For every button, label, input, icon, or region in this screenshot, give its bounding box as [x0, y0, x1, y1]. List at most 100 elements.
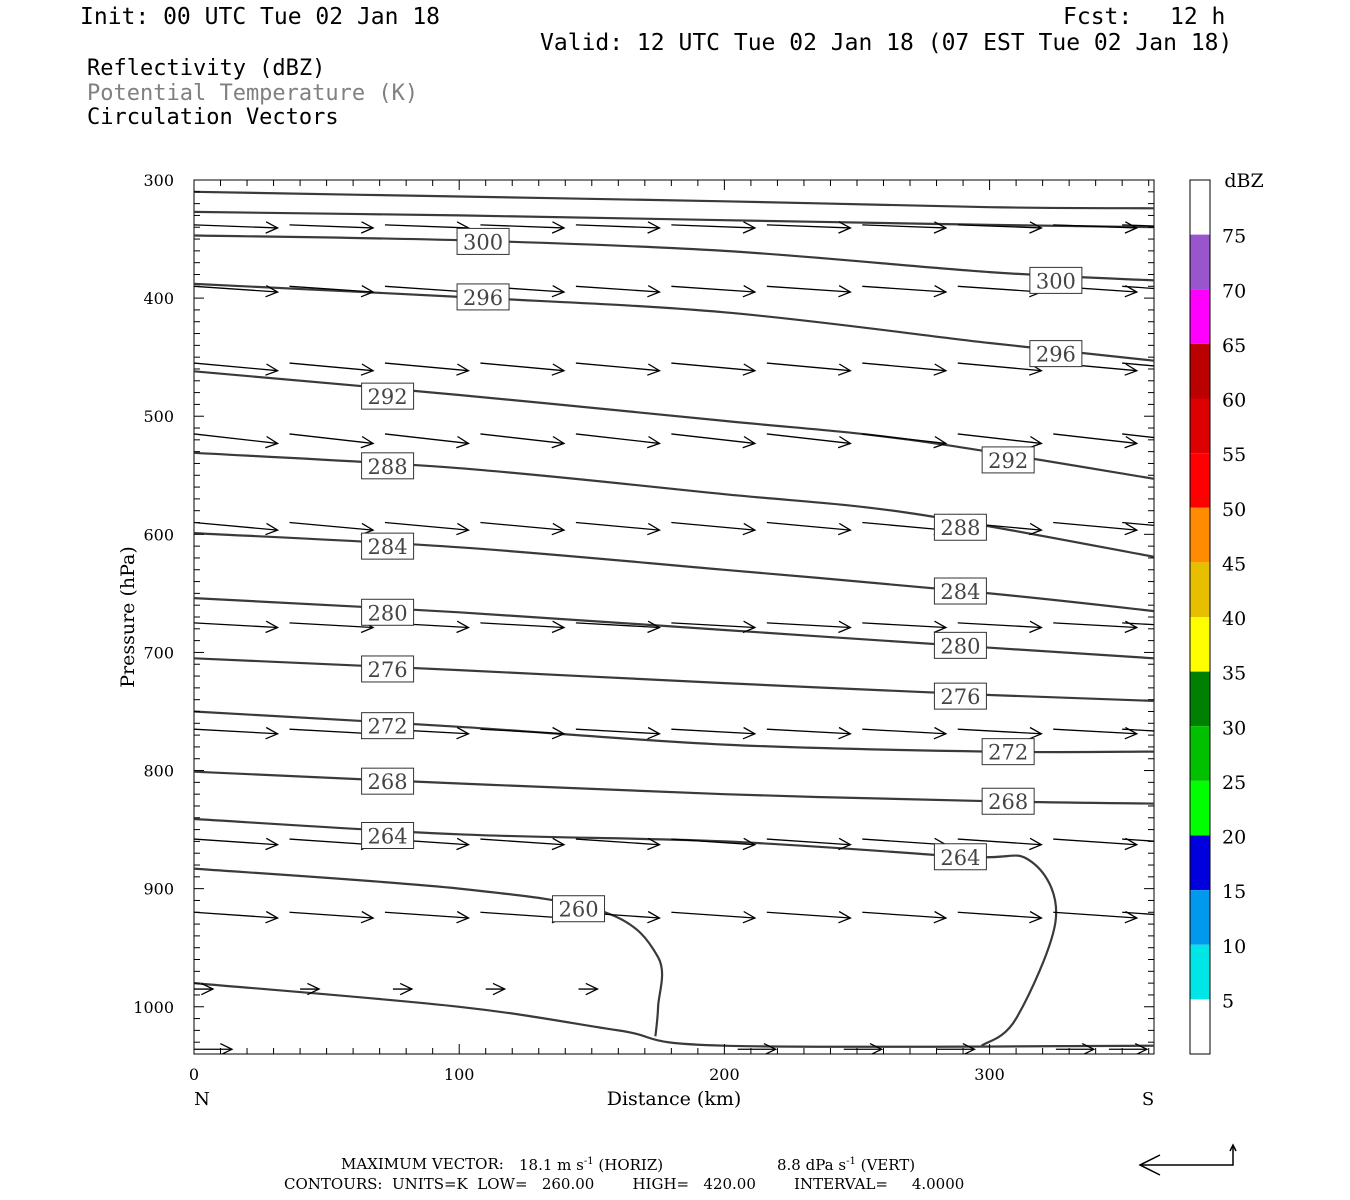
contour-label-box — [933, 577, 987, 605]
forecast-hour: 12 h — [1170, 4, 1226, 30]
theta-contour-line — [194, 210, 1154, 229]
contour-label-box — [981, 738, 1035, 766]
vector-shaft — [575, 224, 660, 229]
vector-shaft — [1122, 838, 1154, 842]
vector-head — [838, 910, 852, 924]
theta-contour-line — [194, 597, 1154, 660]
contour-label: 284 — [368, 535, 408, 559]
max-vector-horiz: 18.1 m s-1 (HORIZ) — [519, 1156, 664, 1174]
vector-head — [551, 726, 566, 740]
vector-head — [837, 363, 852, 376]
vector-shaft — [1053, 911, 1137, 919]
colorbar-level-label: 45 — [1222, 553, 1246, 575]
vector-shaft — [671, 224, 755, 229]
vector-head — [1124, 522, 1139, 536]
vector-head — [763, 1043, 778, 1054]
theta-contour-line — [194, 982, 1154, 1048]
vector-shaft — [862, 433, 946, 445]
vector-shaft — [766, 911, 851, 919]
colorbar-title: dBZ — [1224, 170, 1263, 192]
vector-head — [456, 910, 470, 924]
vector-shaft — [480, 362, 565, 372]
colorbar-level-label: 15 — [1222, 881, 1246, 903]
vector-head — [647, 726, 661, 740]
y-tick-label: 1000 — [133, 998, 174, 1017]
vector-shaft — [766, 521, 851, 531]
contour-label-box — [933, 513, 987, 541]
vector-head — [1029, 221, 1043, 234]
vector-head — [837, 522, 852, 536]
vector-head — [1028, 522, 1043, 536]
vector-head — [647, 363, 661, 376]
vector-head — [962, 1043, 976, 1054]
plot-frame — [193, 179, 1155, 1055]
contour-label-box — [361, 598, 415, 626]
vector-head — [742, 285, 757, 298]
reference-vector — [1140, 1145, 1234, 1166]
contour-label: 296 — [1036, 343, 1076, 367]
vector-shaft — [575, 521, 660, 531]
y-tick-label: 400 — [143, 289, 174, 308]
vector-shaft — [671, 911, 755, 919]
vector-shaft — [766, 224, 851, 229]
contour-label: 288 — [940, 516, 980, 540]
vector-shaft — [862, 224, 946, 229]
vector-head — [1124, 363, 1139, 376]
vector-head — [933, 726, 948, 740]
colorbar-level-label: 25 — [1222, 772, 1246, 794]
vector-shaft — [289, 362, 374, 372]
colorbar-segment — [1190, 835, 1210, 891]
vector-head — [585, 982, 599, 996]
vector-shaft — [1053, 838, 1137, 846]
vector-head — [492, 982, 507, 996]
colorbar-segment — [1190, 453, 1210, 508]
vector-shaft — [671, 838, 755, 846]
init-time: Init: 00 UTC Tue 02 Jan 18 — [80, 4, 441, 30]
contour-label-box — [361, 822, 415, 849]
colorbar-level-label: 60 — [1222, 390, 1246, 412]
vector-shaft — [194, 911, 278, 919]
contour-label: 268 — [368, 770, 408, 794]
vector-shaft — [1122, 521, 1154, 527]
contour-label-box — [361, 767, 415, 795]
reference-vector-head-vert — [1229, 1143, 1237, 1152]
vector-head — [360, 221, 375, 234]
north-end-label: N — [194, 1089, 210, 1110]
vector-shaft — [480, 521, 565, 531]
vector-head — [551, 285, 566, 298]
vector-head — [1124, 837, 1139, 851]
vector-shaft — [194, 362, 278, 372]
contour-label-box — [933, 843, 987, 871]
contour-label-box — [1029, 340, 1083, 368]
colorbar-level-label: 35 — [1222, 663, 1246, 685]
colorbar-segment — [1190, 780, 1210, 836]
vector-shaft — [575, 622, 660, 629]
vector-head — [456, 726, 470, 740]
y-tick-label: 900 — [143, 880, 174, 899]
contour-label-box — [1029, 266, 1083, 294]
max-vector-vert: 8.8 dPa s-1 (VERT) — [777, 1156, 916, 1174]
x-tick-label: 0 — [189, 1065, 199, 1084]
vector-head — [1124, 285, 1139, 298]
contour-label: 280 — [368, 601, 408, 625]
vector-head — [551, 620, 566, 634]
x-tick-label: 200 — [709, 1065, 740, 1084]
vector-shaft — [862, 521, 946, 531]
vector-shaft — [194, 224, 278, 229]
vector-shaft — [671, 521, 756, 531]
vector-shaft — [1053, 521, 1137, 531]
vector-head — [838, 837, 852, 851]
colorbar-segment — [1190, 343, 1210, 399]
vector-shaft — [766, 728, 851, 735]
colorbar-segment — [1190, 726, 1210, 781]
theta-contour-line — [194, 234, 1154, 282]
vector-head — [265, 726, 280, 740]
colorbar-level-label: 50 — [1222, 499, 1246, 521]
vector-head — [838, 285, 852, 298]
vector-shaft — [480, 838, 565, 846]
theta-contour-line — [194, 657, 1154, 702]
vector-shaft — [862, 838, 946, 846]
vector-shaft — [194, 622, 278, 629]
vector-head — [1081, 1043, 1096, 1054]
